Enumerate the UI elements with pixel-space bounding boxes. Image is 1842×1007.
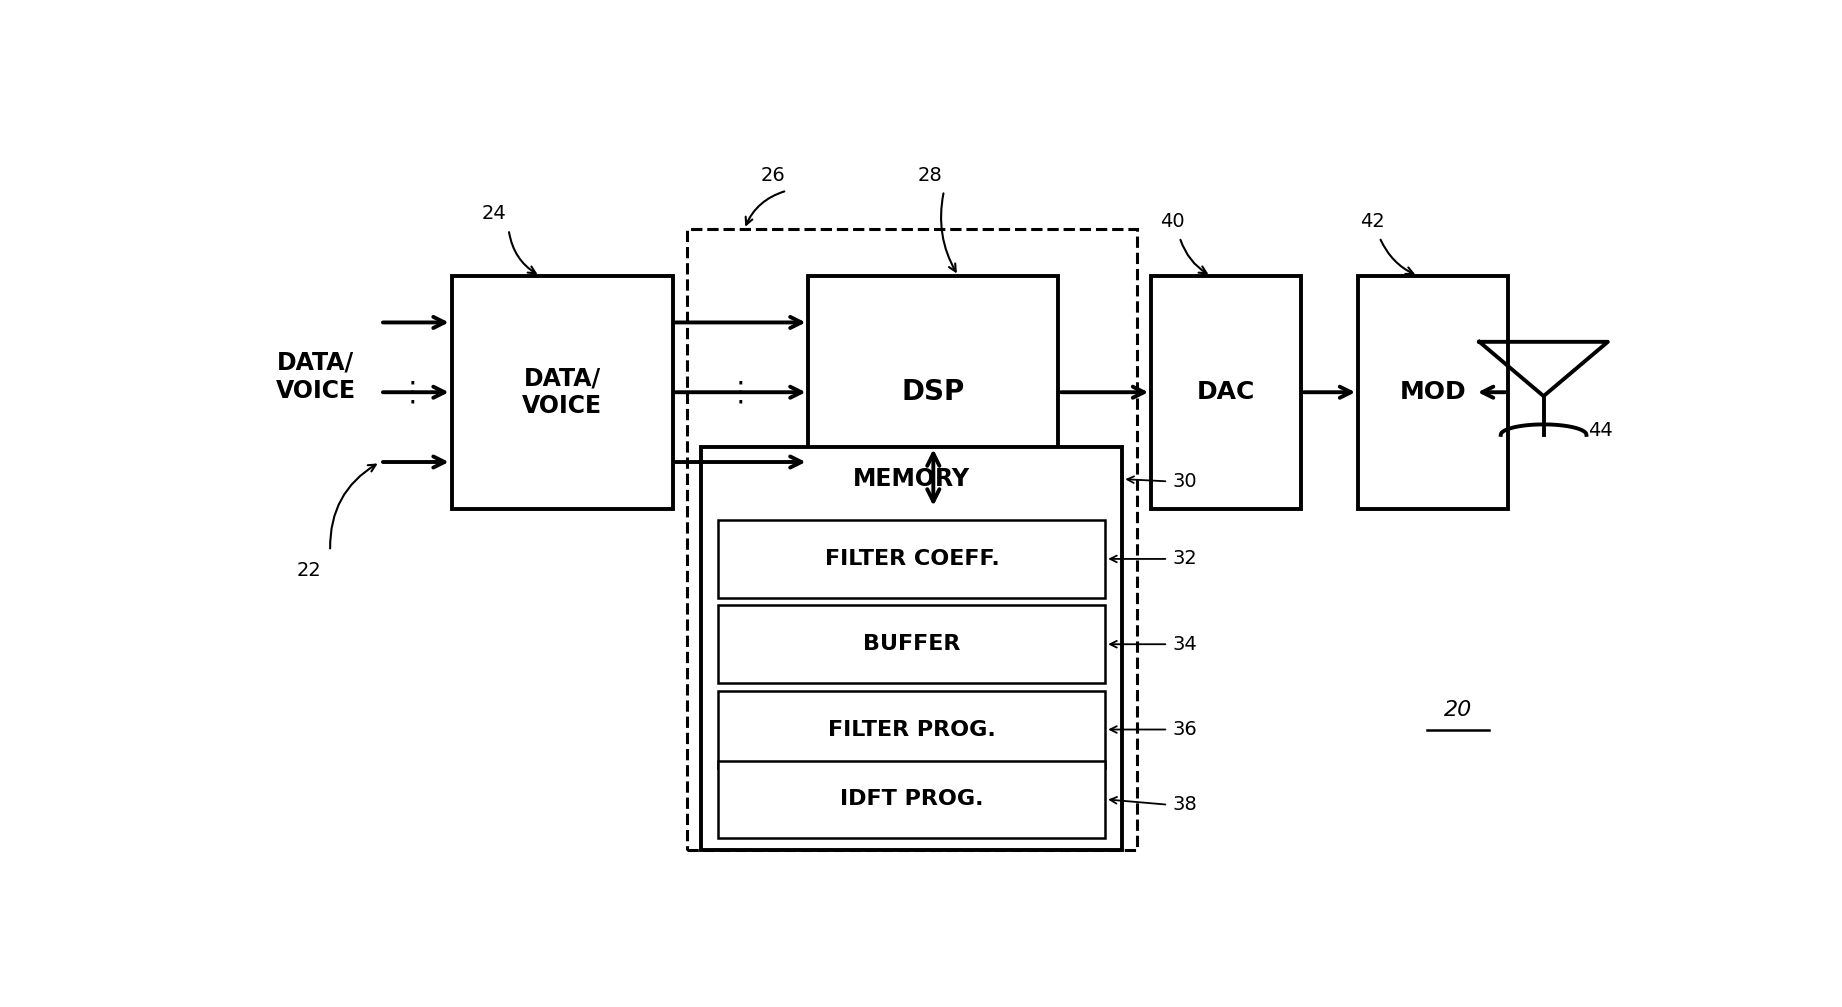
Text: 32: 32 [1173, 550, 1197, 568]
Text: DSP: DSP [903, 379, 965, 406]
Text: 26: 26 [761, 165, 785, 184]
Text: BUFFER: BUFFER [864, 634, 960, 655]
Text: 28: 28 [917, 165, 941, 184]
Bar [1151, 276, 1300, 509]
Text: 36: 36 [1173, 720, 1197, 739]
Text: MOD: MOD [1400, 381, 1466, 404]
Text: 44: 44 [1588, 422, 1614, 440]
Bar [451, 276, 672, 509]
Text: 22: 22 [297, 561, 321, 580]
Text: FILTER COEFF.: FILTER COEFF. [825, 549, 998, 569]
Text: 38: 38 [1173, 796, 1197, 815]
Text: 24: 24 [483, 204, 507, 224]
Text: ⋮: ⋮ [728, 379, 755, 406]
Text: 20: 20 [1444, 700, 1472, 720]
Bar [718, 521, 1105, 598]
Text: 34: 34 [1173, 634, 1197, 654]
Bar [718, 605, 1105, 683]
Bar [702, 446, 1122, 850]
Bar [809, 276, 1057, 509]
Bar [718, 691, 1105, 768]
Text: DAC: DAC [1197, 381, 1254, 404]
Text: ⋮: ⋮ [400, 379, 427, 406]
Bar [1358, 276, 1509, 509]
Text: 30: 30 [1173, 472, 1197, 490]
Text: 40: 40 [1160, 212, 1184, 232]
Text: IDFT PROG.: IDFT PROG. [840, 789, 984, 810]
Bar [687, 230, 1137, 850]
Text: 42: 42 [1359, 212, 1385, 232]
Text: MEMORY: MEMORY [853, 467, 971, 491]
Bar [718, 760, 1105, 838]
Text: DATA/
VOICE: DATA/ VOICE [521, 367, 602, 418]
Text: FILTER PROG.: FILTER PROG. [829, 720, 997, 739]
Text: DATA/
VOICE: DATA/ VOICE [276, 350, 356, 403]
